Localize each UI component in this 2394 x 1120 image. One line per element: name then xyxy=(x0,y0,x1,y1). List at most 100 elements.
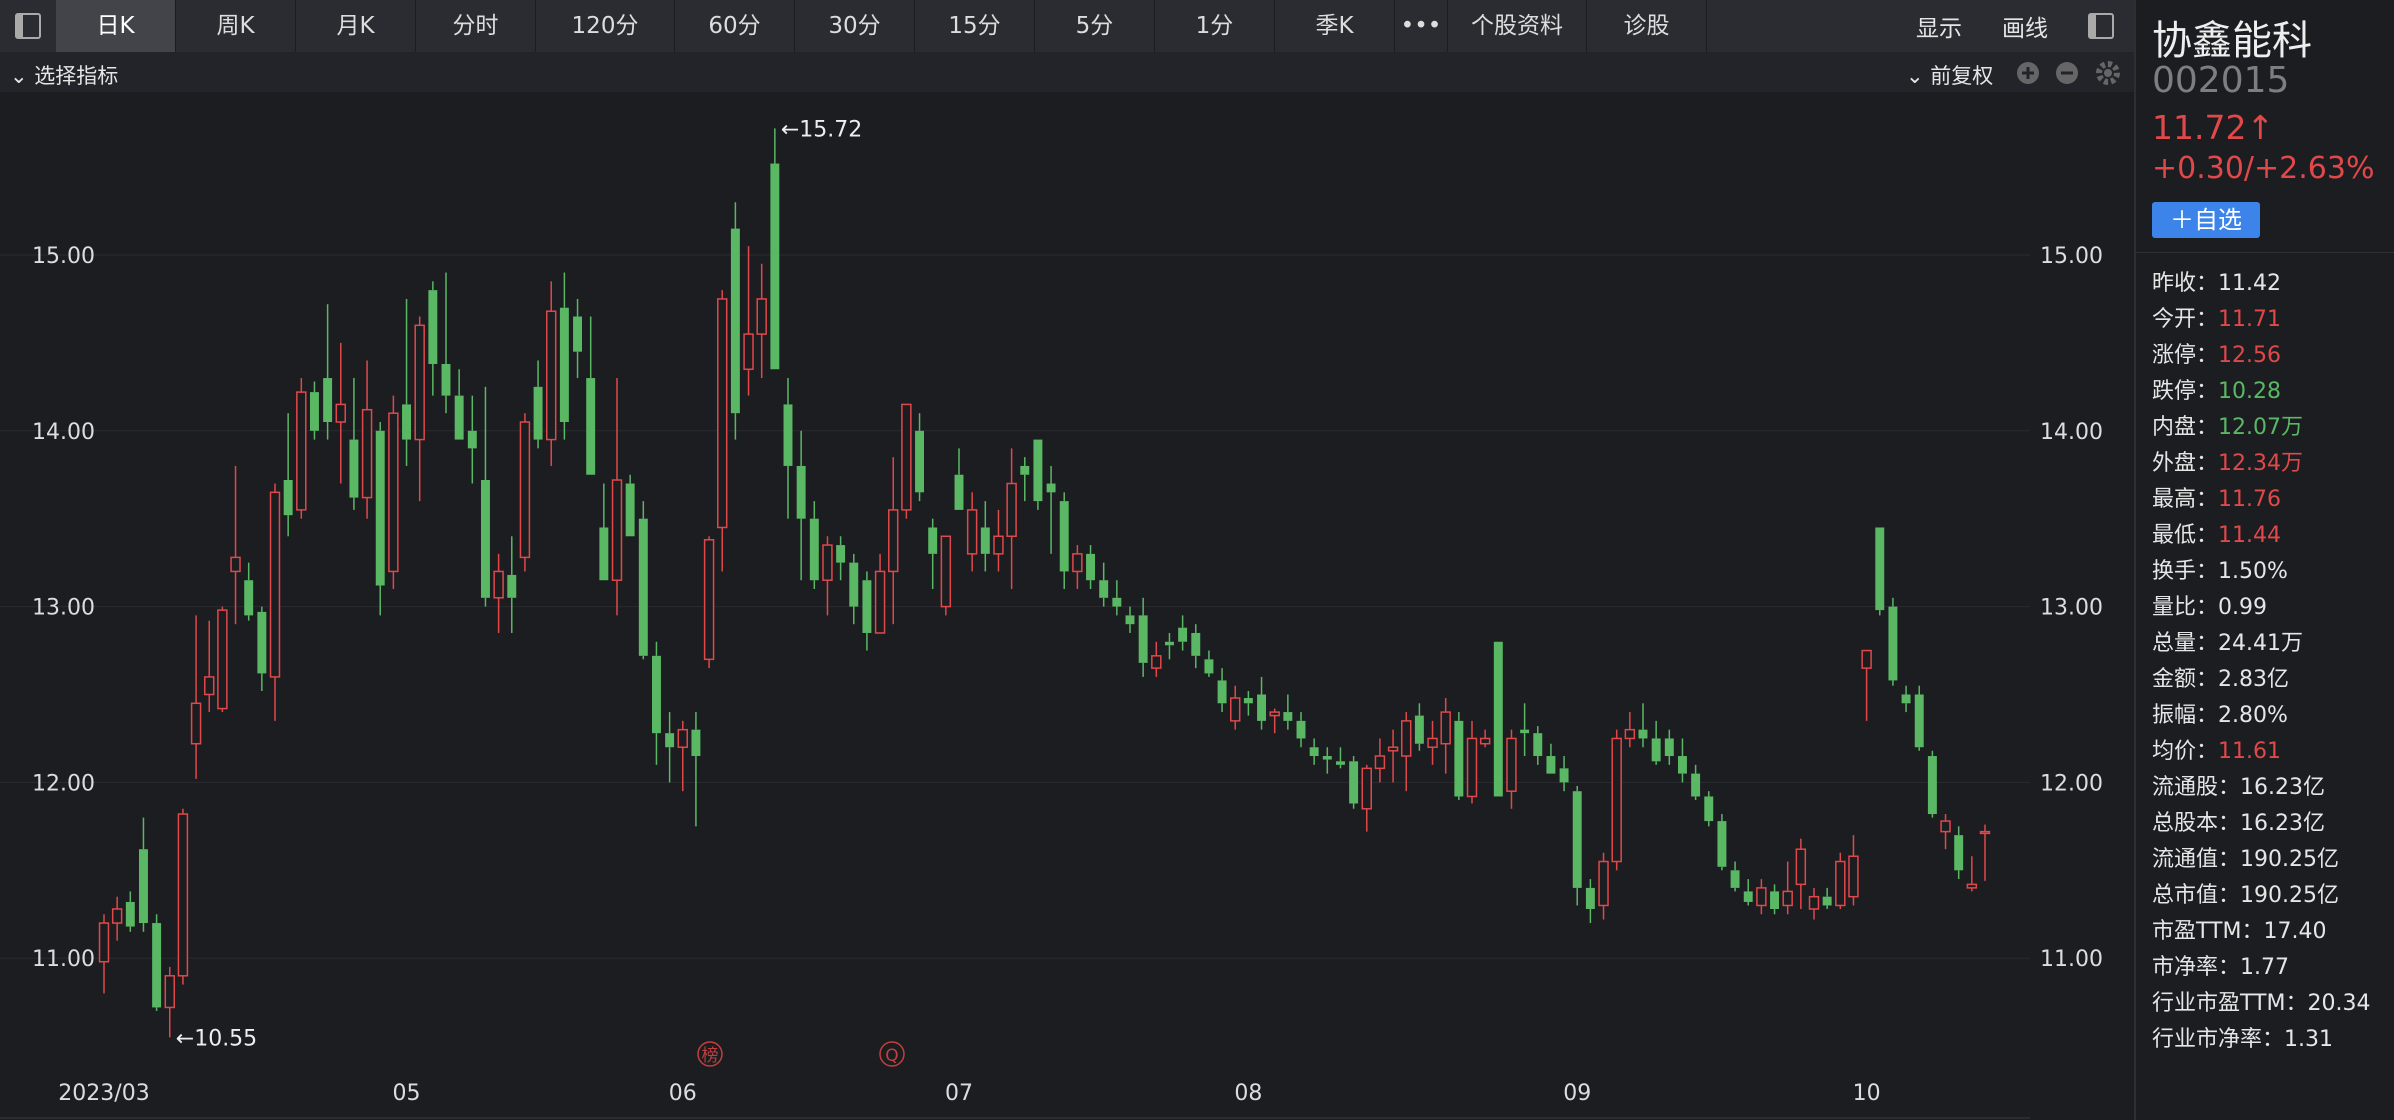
stat-label: 外盘： xyxy=(2152,451,2219,476)
period-tab[interactable]: 60分 xyxy=(675,0,795,52)
candle-body xyxy=(1559,768,1569,783)
stat-label: 昨收： xyxy=(2152,271,2219,296)
tool-button[interactable]: 显示 xyxy=(1916,16,1962,42)
candle-body xyxy=(980,527,990,554)
y-tick-label-right: 15.00 xyxy=(2040,244,2103,269)
candle-body xyxy=(125,901,135,927)
price: 11.72↑ xyxy=(2152,108,2275,147)
stat-value: 1.50% xyxy=(2218,559,2288,584)
settings[interactable] xyxy=(2096,61,2120,85)
period-tab[interactable]: 分时 xyxy=(416,0,536,52)
stat-label: 振幅： xyxy=(2152,703,2219,728)
candle-body xyxy=(993,535,1004,555)
stock-name: 协鑫能科 xyxy=(2152,18,2312,64)
period-tab[interactable]: 周K xyxy=(176,0,296,52)
stat-value: 17.40 xyxy=(2263,919,2327,944)
period-tab[interactable]: 15分 xyxy=(915,0,1035,52)
stat-value: 12.34万 xyxy=(2218,451,2303,476)
event-icon[interactable] xyxy=(879,1041,905,1067)
stat-row: 量比：0.99 xyxy=(2152,589,2267,621)
candle-body xyxy=(1283,712,1293,721)
candle-body xyxy=(309,392,319,431)
stat-label: 今开： xyxy=(2152,307,2219,332)
candle-body xyxy=(204,676,215,696)
period-tab[interactable]: 5分 xyxy=(1035,0,1155,52)
candle-body xyxy=(1414,715,1424,744)
candle-body xyxy=(1086,553,1096,581)
candle-body xyxy=(1138,615,1148,663)
y-tick-label-right: 14.00 xyxy=(2040,420,2103,445)
candle-body xyxy=(269,491,281,678)
x-tick-label: 05 xyxy=(393,1081,421,1106)
candle-body xyxy=(625,483,635,537)
stat-value: 0.99 xyxy=(2218,595,2267,620)
stat-value: 2.83亿 xyxy=(2218,667,2290,692)
stat-label: 涨停： xyxy=(2152,343,2219,368)
candle-body xyxy=(1520,729,1530,734)
period-tab[interactable]: 1分 xyxy=(1155,0,1275,52)
candle-body xyxy=(703,539,715,661)
x-tick-label: 08 xyxy=(1234,1081,1262,1106)
period-tab[interactable]: 120分 xyxy=(536,0,675,52)
candle-body xyxy=(1387,746,1399,752)
candle-body xyxy=(1072,553,1083,573)
candle-body xyxy=(1466,737,1478,798)
candle-body xyxy=(677,728,688,748)
candle-body xyxy=(573,316,583,352)
x-tick-label: 2023/03 xyxy=(58,1081,149,1106)
candle-body xyxy=(1875,527,1885,611)
adjust-select[interactable]: ⌄ 前复权 xyxy=(1906,64,1994,88)
candle-body xyxy=(901,403,912,511)
indicator-select[interactable]: ⌄ 选择指标 xyxy=(10,64,119,88)
stat-label: 内盘： xyxy=(2152,415,2219,440)
candle-body xyxy=(507,574,517,598)
stat-row: 内盘：12.07万 xyxy=(2152,409,2303,441)
candle-body xyxy=(1979,830,1991,835)
period-tab[interactable]: 30分 xyxy=(795,0,915,52)
candle-body xyxy=(1598,860,1609,907)
sub-bar: ⌄ 选择指标 ⌄ 前复权 xyxy=(0,52,2134,92)
y-tick-label-right: 11.00 xyxy=(2040,947,2103,972)
panel-toggle[interactable] xyxy=(2088,13,2114,39)
candle-body xyxy=(1349,761,1359,804)
candle-body xyxy=(756,298,767,335)
candle-body xyxy=(164,975,175,1009)
candle-body xyxy=(1099,580,1109,598)
divider xyxy=(2136,252,2394,253)
stat-label: 行业市净率： xyxy=(2152,1027,2285,1052)
candle-body xyxy=(1756,887,1767,907)
candle-body xyxy=(1164,641,1174,646)
candle-body xyxy=(651,655,661,734)
x-tick-label: 10 xyxy=(1853,1081,1881,1106)
candle-body xyxy=(1440,711,1451,745)
event-icon[interactable] xyxy=(697,1041,723,1067)
candle-body xyxy=(1730,870,1740,888)
stat-row: 振幅：2.80% xyxy=(2152,697,2288,729)
candle-body xyxy=(862,580,872,633)
candle-body xyxy=(1888,606,1898,681)
period-tab[interactable]: ••• xyxy=(1395,0,1448,52)
stat-label: 行业市盈TTM： xyxy=(2152,991,2308,1016)
candle-body xyxy=(928,527,938,554)
layout-toggle[interactable] xyxy=(0,0,56,52)
stat-label: 总股本： xyxy=(2152,811,2241,836)
candle-body xyxy=(375,430,385,586)
candle-body xyxy=(441,363,451,396)
period-tab[interactable]: 个股资料 xyxy=(1448,0,1587,52)
period-tab[interactable]: 季K xyxy=(1275,0,1395,52)
stat-row: 流通股：16.23亿 xyxy=(2152,769,2325,801)
stat-row: 市盈TTM：17.40 xyxy=(2152,913,2326,945)
candle-body xyxy=(1611,737,1622,863)
candle-body xyxy=(1296,720,1306,739)
candle-body xyxy=(98,922,110,963)
chart-icons xyxy=(2017,61,2120,85)
watch-button[interactable]: ＋自选 xyxy=(2152,202,2260,238)
candle-body xyxy=(1966,883,1978,889)
period-tab[interactable]: 月K xyxy=(296,0,416,52)
tool-button[interactable]: 画线 xyxy=(2002,16,2048,42)
period-tab[interactable]: 诊股 xyxy=(1587,0,1707,52)
candle-body xyxy=(954,474,964,510)
candle-body xyxy=(323,378,333,422)
period-tab[interactable]: 日K xyxy=(56,0,176,52)
candle-body xyxy=(1795,848,1807,886)
